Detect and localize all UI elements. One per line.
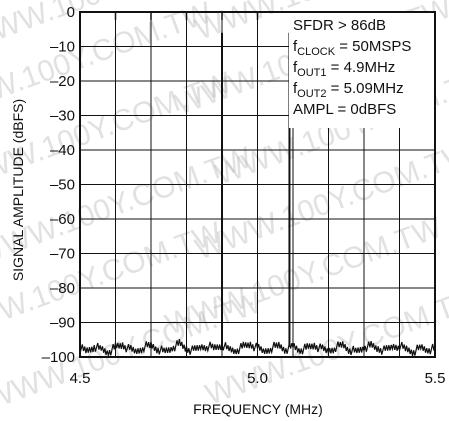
plot-frame — [79, 11, 436, 358]
y-tick-label: –80 — [50, 280, 75, 297]
x-tick-label: 5.5 — [425, 370, 446, 387]
y-tick-label: –50 — [50, 177, 75, 194]
y-tick-label: –30 — [50, 108, 75, 125]
annotation-background — [289, 13, 434, 128]
plot-border — [79, 11, 436, 358]
y-tick-label: –60 — [50, 211, 75, 228]
x-tick-label: 5.0 — [247, 370, 268, 387]
y-axis-title: SIGNAL AMPLITUDE (dBFS) — [10, 99, 26, 281]
y-tick-labels: 0 –10 –20 –30 –40 –50 –60 –70 –80 –90 –100 — [42, 4, 75, 366]
y-tick-label: –10 — [50, 39, 75, 56]
y-tick-label: –20 — [50, 73, 75, 90]
y-tick-label: –90 — [50, 315, 75, 332]
y-tick-label: –40 — [50, 142, 75, 159]
annotation-line: AMPL = 0dBFS — [293, 101, 396, 118]
annotation-line: SFDR > 86dB — [293, 17, 386, 34]
x-axis-title: FREQUENCY (MHz) — [193, 401, 323, 417]
y-tick-label: –70 — [50, 246, 75, 263]
y-tick-label: 0 — [67, 4, 75, 21]
annotation-line: fOUT2 = 5.09MHz — [293, 80, 404, 100]
annotation-line: fOUT1 = 4.9MHz — [293, 59, 395, 79]
x-tick-labels: 4.5 5.0 5.5 — [70, 370, 446, 387]
annotation-line: fCLOCK = 50MSPS — [293, 38, 411, 58]
noise-floor-trace — [79, 338, 436, 357]
x-tick-label: 4.5 — [70, 370, 91, 387]
y-tick-label: –100 — [42, 349, 75, 366]
